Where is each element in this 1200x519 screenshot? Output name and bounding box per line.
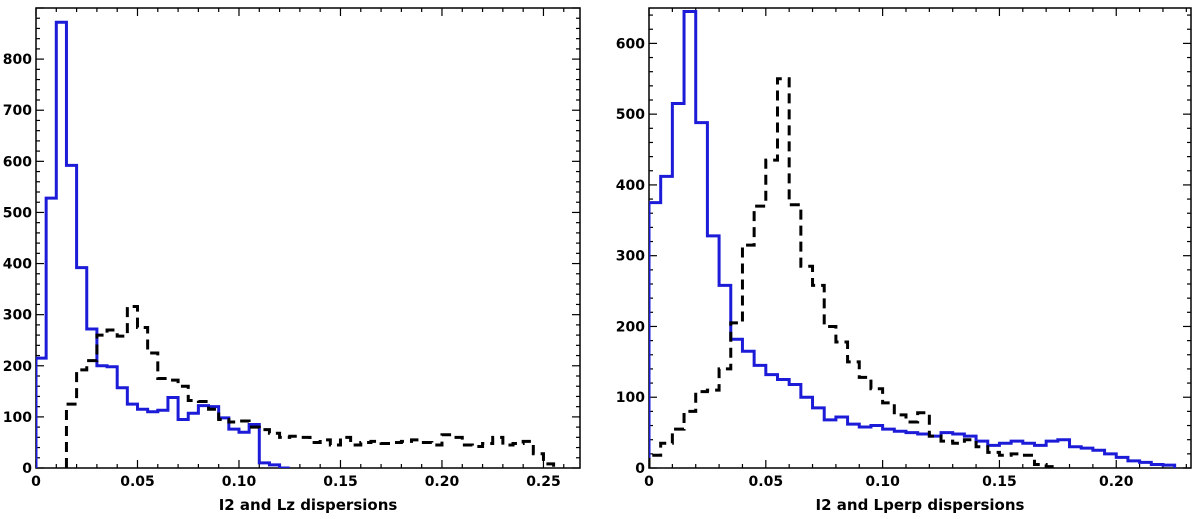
right-histogram-panel: 0 0.05 0.10 0.15 0.20 0 100 200 300 400 500 600 I2 a… [616, 7, 1192, 514]
x-tick-label: 0.05 [120, 474, 155, 490]
y-tick-label: 200 [3, 359, 32, 375]
x-axis-label: I2 and Lz dispersions [219, 496, 398, 514]
x-tick-label: 0.10 [222, 474, 257, 490]
y-tick-label: 200 [616, 319, 645, 335]
y-tick-label: 100 [3, 410, 32, 426]
x-tick-label: 0.15 [323, 474, 358, 490]
y-tick-label: 400 [3, 257, 32, 273]
y-tick-label: 400 [616, 178, 645, 194]
y-tick-label: 0 [22, 461, 32, 477]
plot-frame [648, 7, 1192, 469]
x-tick-label: 0.25 [526, 474, 561, 490]
left-histogram-panel: 0 0.05 0.10 0.15 0.20 0.25 0 100 200 300 400 500 600… [3, 7, 581, 514]
y-tick-label: 0 [635, 461, 645, 477]
solid-blue-histogram [36, 20, 290, 468]
x-tick-label: 0.10 [865, 474, 900, 490]
y-tick-label: 300 [3, 308, 32, 324]
y-tick-label: 800 [3, 52, 32, 68]
y-tick-label: 500 [3, 205, 32, 221]
y-tick-label: 600 [616, 36, 645, 52]
plot-frame [35, 7, 581, 469]
x-tick-label: 0 [31, 474, 41, 490]
x-tick-label: 0.20 [1099, 474, 1134, 490]
dashed-black-histogram [64, 304, 556, 468]
solid-blue-histogram [649, 10, 1177, 468]
x-tick-label: 0.05 [749, 474, 784, 490]
x-tick-label: 0.15 [982, 474, 1017, 490]
x-axis-label: I2 and Lperp dispersions [816, 496, 1025, 514]
y-tick-label: 500 [616, 107, 645, 123]
x-tick-label: 0.20 [425, 474, 460, 490]
y-tick-label: 300 [616, 249, 645, 265]
x-tick-label: 0 [644, 474, 654, 490]
y-tick-label: 700 [3, 103, 32, 119]
dashed-black-histogram [649, 77, 1060, 468]
y-tick-label: 100 [616, 390, 645, 406]
y-tick-label: 600 [3, 154, 32, 170]
